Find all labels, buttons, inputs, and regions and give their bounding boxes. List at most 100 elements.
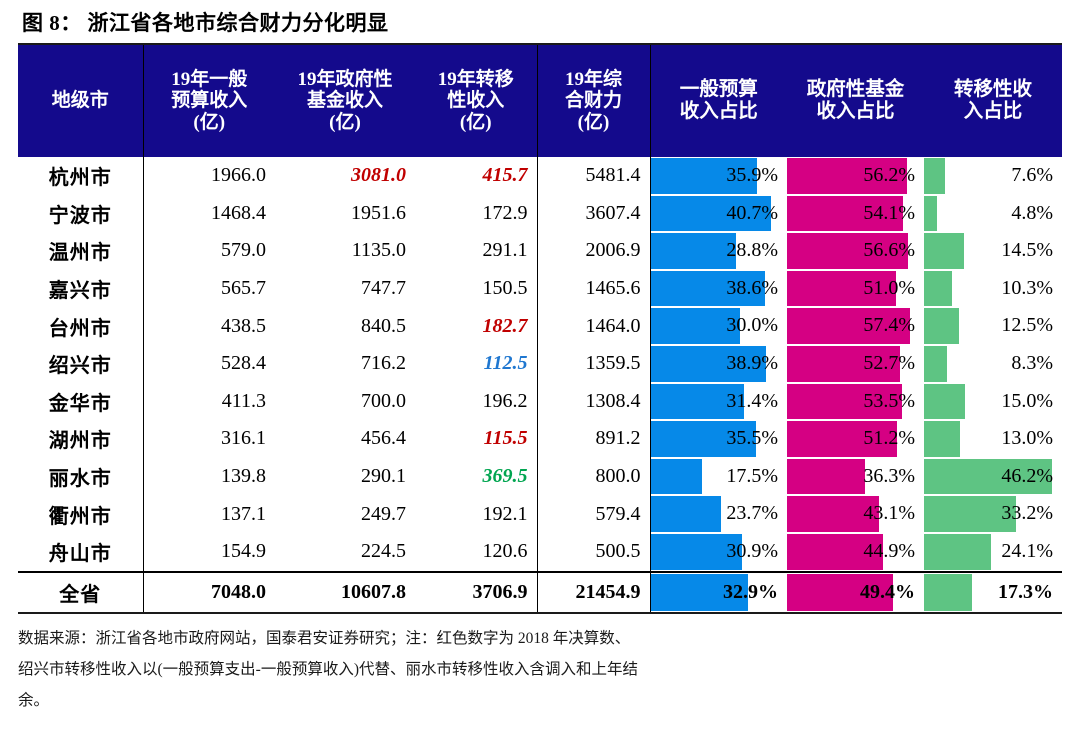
cell-value: 1468.4 (211, 201, 266, 224)
cell-pct-transfer: 12.5% (924, 307, 1062, 345)
cell-pct-transfer: 33.2% (924, 495, 1062, 533)
data-bar (787, 308, 910, 344)
cell-pct-fund: 51.0% (787, 270, 924, 308)
data-bar (787, 421, 897, 457)
percent-value: 38.9% (726, 351, 778, 374)
cell-transfer: 291.1 (415, 232, 538, 270)
cell-gov-fund: 224.5 (275, 533, 415, 572)
cell-pct-general: 30.0% (650, 307, 787, 345)
cell-value: 249.7 (361, 502, 406, 525)
percent-value: 14.5% (1001, 239, 1053, 262)
data-bar (924, 233, 965, 269)
cell-pct-general: 35.9% (650, 157, 787, 195)
data-bar (787, 533, 884, 570)
column-header-transfer: 19年转移 性收入 (亿) (415, 45, 538, 157)
cell-comprehensive: 579.4 (537, 495, 651, 533)
percent-value: 43.1% (863, 502, 915, 525)
percent-value: 38.6% (726, 276, 778, 299)
data-bar (650, 573, 749, 611)
cell-value: 415.7 (482, 164, 528, 187)
cell-comprehensive: 800.0 (537, 457, 651, 496)
percent-value: 44.9% (863, 539, 915, 562)
cell-value: 120.6 (482, 540, 528, 563)
row-city-label: 金华市 (18, 382, 144, 421)
data-bar (650, 383, 744, 420)
percent-value: 17.5% (726, 464, 778, 487)
cell-transfer: 115.5 (415, 420, 538, 458)
cell-pct-fund: 52.7% (787, 345, 924, 383)
cell-gov-fund: 456.4 (275, 420, 415, 458)
cell-general-budget: 579.0 (143, 232, 275, 270)
table-total-row: 全省 7048.0 10607.8 3706.9 21454.9 32.9% 49.4% 17… (18, 570, 1062, 612)
cell-gov-fund: 3081.0 (275, 157, 415, 195)
cell-value: 438.5 (221, 314, 266, 337)
percent-value: 40.7% (726, 201, 778, 224)
row-city-label: 湖州市 (18, 420, 144, 458)
data-bar (787, 496, 880, 532)
row-city-label: 温州市 (18, 232, 144, 270)
cell-comprehensive: 1359.5 (537, 344, 651, 383)
cell-pct-fund: 56.6% (787, 232, 924, 270)
data-bar (650, 158, 758, 194)
cell-pct-fund: 53.5% (787, 383, 924, 421)
cell-gov-fund: 290.1 (275, 458, 415, 496)
cell-pct-transfer: 14.5% (924, 232, 1062, 270)
cell-value: 800.0 (595, 465, 641, 488)
percent-value: 15.0% (1001, 389, 1053, 412)
cell-general-budget: 7048.0 (143, 570, 275, 612)
cell-value: 579.0 (221, 239, 266, 262)
cell-transfer: 3706.9 (415, 570, 538, 612)
row-city-label: 嘉兴市 (18, 269, 144, 308)
data-bar (787, 573, 893, 611)
column-header-city: 地级市 (18, 45, 144, 157)
percent-value: 54.1% (863, 201, 915, 224)
percent-value: 31.4% (726, 389, 778, 412)
data-bar (787, 270, 897, 307)
data-bar (650, 533, 743, 570)
data-bar (787, 345, 900, 382)
column-header-gov-fund: 19年政府性 基金收入 (亿) (275, 45, 415, 157)
cell-pct-general: 40.7% (650, 195, 787, 233)
data-bar (924, 158, 945, 194)
cell-value: 196.2 (482, 389, 528, 412)
cell-value: 224.5 (361, 540, 406, 563)
percent-value: 7.6% (1011, 164, 1053, 186)
percent-value: 13.0% (1001, 427, 1053, 450)
cell-comprehensive: 2006.9 (537, 232, 651, 270)
cell-comprehensive: 1465.6 (537, 269, 651, 308)
table-row: 衢州市 137.1 249.7 192.1 579.4 23.7% 43.1% 33.2% (18, 495, 1062, 533)
cell-gov-fund: 1951.6 (275, 195, 415, 233)
source-note-line: 余。 (18, 691, 50, 709)
cell-pct-fund: 43.1% (787, 495, 924, 533)
cell-gov-fund: 10607.8 (275, 570, 415, 612)
cell-transfer: 192.1 (415, 495, 538, 533)
row-city-label: 舟山市 (18, 532, 144, 572)
cell-value: 290.1 (361, 465, 406, 488)
cell-value: 172.9 (482, 201, 528, 224)
data-bar (650, 496, 721, 532)
data-bar (924, 383, 966, 420)
financial-table: 地级市 19年一般 预算收入 (亿) 19年政府性 基金收入 (亿) 19年转移… (18, 45, 1062, 612)
cell-pct-general: 17.5% (650, 458, 787, 496)
data-bar (787, 383, 902, 420)
table-header: 地级市 19年一般 预算收入 (亿) 19年政府性 基金收入 (亿) 19年转移… (18, 45, 1062, 157)
cell-value: 565.7 (221, 277, 266, 300)
cell-value: 747.7 (361, 277, 406, 300)
cell-value: 2006.9 (585, 239, 641, 262)
cell-transfer: 150.5 (415, 269, 538, 308)
cell-value: 1465.6 (585, 277, 641, 300)
cell-comprehensive: 500.5 (537, 532, 651, 572)
cell-gov-fund: 1135.0 (275, 232, 415, 270)
percent-value: 17.3% (998, 580, 1053, 603)
cell-value: 1308.4 (585, 389, 641, 412)
cell-pct-fund: 54.1% (787, 195, 924, 233)
percent-value: 35.9% (726, 164, 778, 186)
cell-general-budget: 565.7 (143, 270, 275, 308)
percent-value: 33.2% (1001, 502, 1053, 525)
cell-value: 456.4 (361, 427, 406, 450)
data-bar (787, 458, 865, 495)
cell-pct-transfer: 4.8% (924, 195, 1062, 233)
cell-transfer: 172.9 (415, 194, 538, 233)
percent-value: 12.5% (1001, 314, 1053, 337)
